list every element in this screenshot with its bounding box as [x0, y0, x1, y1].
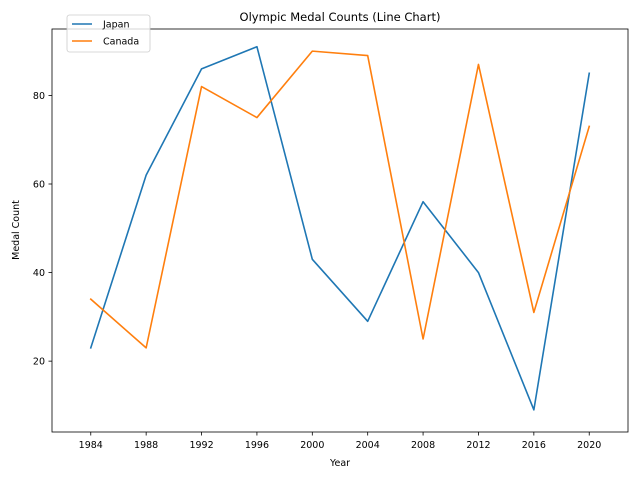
legend-label: Canada	[103, 37, 139, 48]
x-tick-label: 1992	[189, 440, 213, 451]
y-tick-label: 20	[33, 357, 45, 368]
x-tick-label: 2008	[411, 440, 435, 451]
y-axis-label: Medal Count	[11, 200, 22, 260]
y-tick-label: 80	[33, 91, 45, 102]
x-tick-label: 2016	[522, 440, 546, 451]
x-tick-label: 1996	[245, 440, 269, 451]
y-tick-label: 60	[33, 180, 45, 191]
plot-frame	[51, 28, 629, 433]
plot-area	[89, 45, 591, 411]
legend: Japan Canada	[66, 14, 151, 53]
x-axis: 1984 1988 1992 1996 2000 2004 2008 2012 2016 2020	[79, 432, 601, 451]
y-tick-label: 40	[33, 268, 45, 279]
x-tick-label: 1984	[79, 440, 103, 451]
legend-label: Japan	[102, 20, 130, 31]
series-line-canada	[89, 50, 591, 349]
x-tick-label: 2012	[466, 440, 490, 451]
x-tick-label: 2020	[577, 440, 601, 451]
series-line-japan	[89, 45, 591, 411]
chart-title: Olympic Medal Counts (Line Chart)	[240, 10, 441, 24]
x-axis-label: Year	[329, 458, 350, 469]
x-tick-label: 2004	[356, 440, 380, 451]
x-tick-label: 1988	[134, 440, 158, 451]
x-tick-label: 2000	[300, 440, 324, 451]
y-axis: 20 40 60 80	[33, 91, 52, 368]
